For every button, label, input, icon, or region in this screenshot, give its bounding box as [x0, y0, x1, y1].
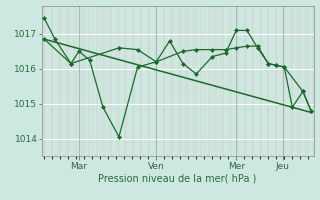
X-axis label: Pression niveau de la mer( hPa ): Pression niveau de la mer( hPa ) — [99, 173, 257, 183]
